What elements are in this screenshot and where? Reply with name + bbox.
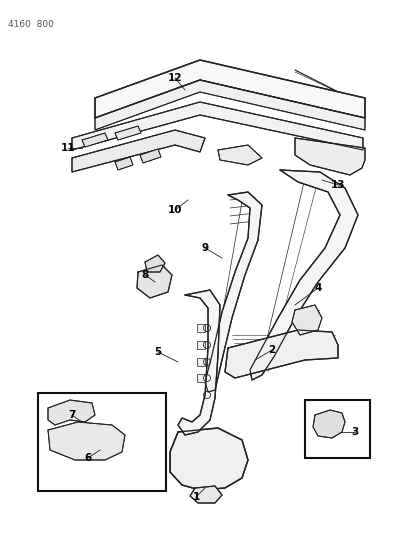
Polygon shape	[170, 428, 248, 490]
Text: 6: 6	[84, 453, 92, 463]
Polygon shape	[313, 410, 345, 438]
Text: 9: 9	[202, 243, 208, 253]
Text: 13: 13	[331, 180, 345, 190]
Polygon shape	[140, 149, 161, 163]
Text: 1: 1	[193, 492, 200, 502]
Polygon shape	[48, 422, 125, 460]
Text: 11: 11	[61, 143, 75, 153]
Text: 8: 8	[142, 270, 149, 280]
Polygon shape	[218, 145, 262, 165]
Polygon shape	[145, 255, 165, 272]
Bar	[197, 374, 205, 382]
Polygon shape	[115, 126, 141, 140]
Bar	[197, 358, 205, 366]
Polygon shape	[250, 170, 358, 380]
Polygon shape	[205, 192, 262, 392]
Text: 3: 3	[351, 427, 359, 437]
Polygon shape	[72, 102, 363, 150]
Polygon shape	[190, 486, 222, 503]
Text: 10: 10	[168, 205, 182, 215]
Polygon shape	[178, 290, 220, 435]
Polygon shape	[72, 130, 205, 172]
Polygon shape	[292, 305, 322, 335]
Polygon shape	[295, 138, 365, 175]
Polygon shape	[82, 133, 108, 147]
Text: 2: 2	[268, 345, 276, 355]
Bar	[197, 341, 205, 349]
Bar	[38, 393, 166, 491]
Bar	[197, 324, 205, 332]
Bar	[305, 400, 370, 458]
Text: 5: 5	[154, 347, 162, 357]
Text: 4160  800: 4160 800	[8, 20, 54, 29]
Polygon shape	[95, 60, 365, 118]
Polygon shape	[95, 80, 365, 130]
Text: 7: 7	[68, 410, 76, 420]
Polygon shape	[225, 330, 338, 378]
Polygon shape	[137, 265, 172, 298]
Text: 4: 4	[314, 283, 322, 293]
Text: 12: 12	[168, 73, 182, 83]
Polygon shape	[115, 157, 133, 170]
Polygon shape	[48, 400, 95, 425]
